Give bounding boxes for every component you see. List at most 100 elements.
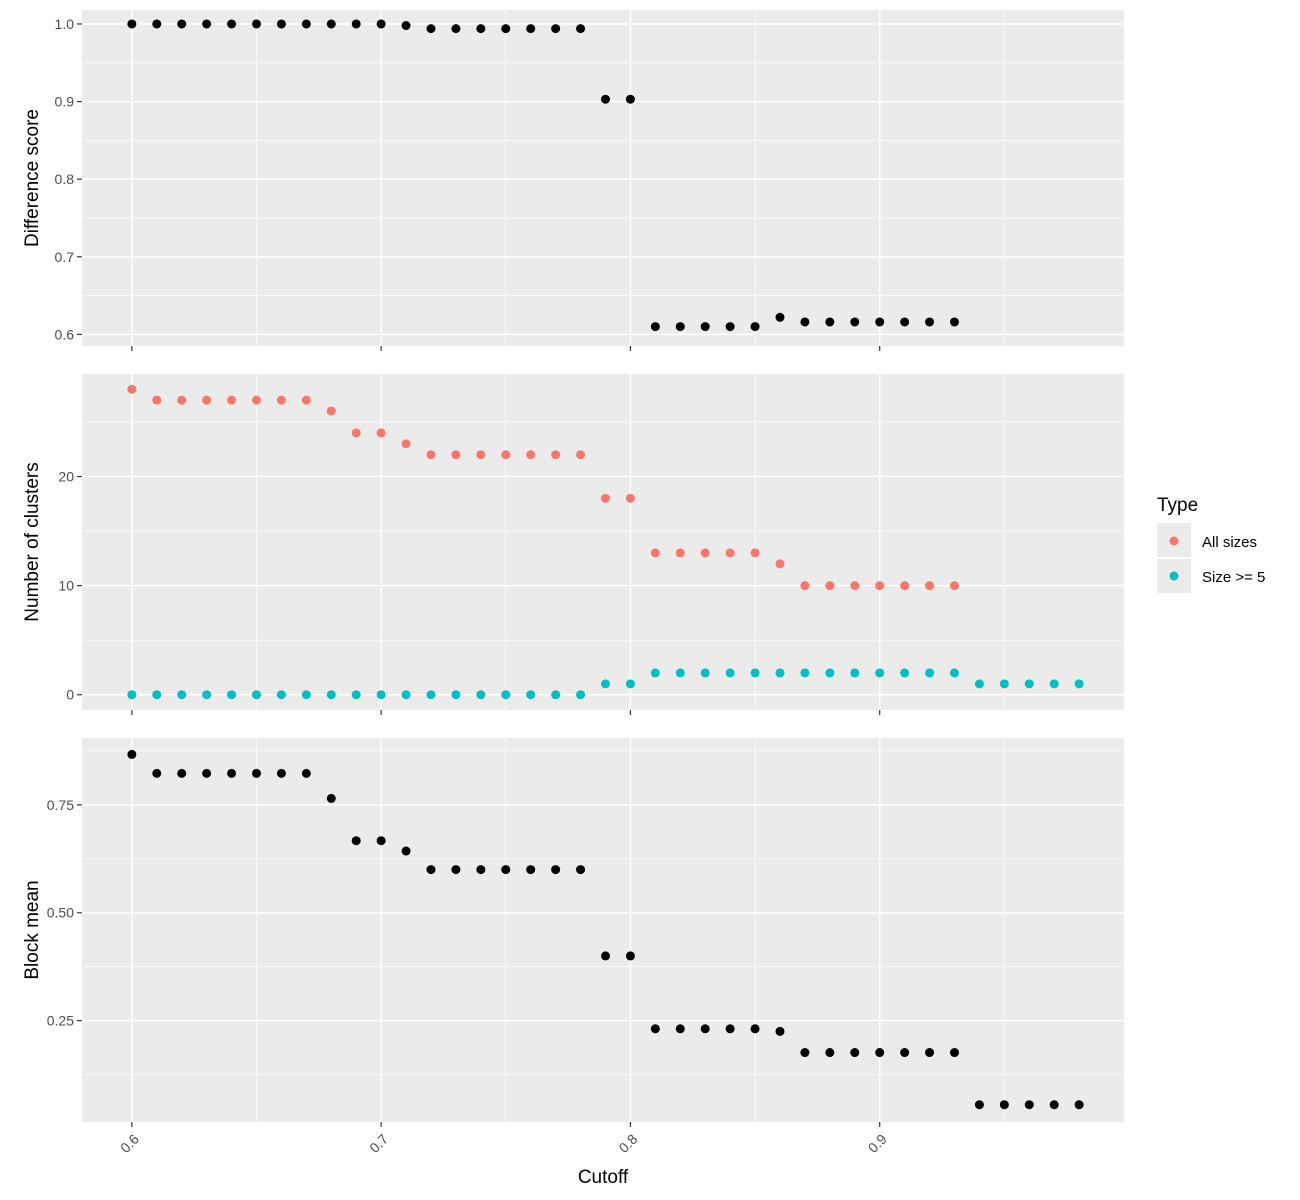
panel-background [82, 10, 1124, 346]
y-tick-label: 10 [58, 578, 74, 594]
series-2 [127, 668, 1084, 700]
data-point [426, 865, 436, 875]
data-point [600, 493, 610, 503]
data-point [351, 428, 361, 438]
data-point [526, 865, 536, 875]
data-point [501, 450, 511, 460]
data-point [476, 450, 486, 460]
data-point [900, 668, 910, 678]
data-point [301, 19, 311, 29]
data-point [725, 322, 735, 332]
data-point [351, 690, 361, 700]
y-axis-title: Difference score [22, 109, 43, 247]
legend-key-size5 [1169, 571, 1179, 581]
data-point [825, 317, 835, 327]
data-point [251, 768, 261, 778]
data-point [276, 19, 286, 29]
data-point [600, 94, 610, 104]
data-point [725, 548, 735, 558]
data-point [675, 1024, 685, 1034]
panel-3: 0.25 0.50 0.75 Block mean [22, 738, 1124, 1127]
x-axis: 0.6 0.7 0.8 0.9 [117, 1131, 890, 1156]
data-point [1074, 679, 1084, 689]
data-point [251, 690, 261, 700]
data-point [875, 317, 885, 327]
data-point [127, 19, 137, 29]
data-point [650, 1024, 660, 1034]
data-point [625, 493, 635, 503]
y-tick-label: 0.6 [55, 326, 75, 342]
data-point [850, 317, 860, 327]
data-point [202, 19, 212, 29]
y-tick-label: 0.25 [47, 1013, 74, 1029]
data-point [526, 24, 536, 34]
data-point [476, 690, 486, 700]
data-point [351, 19, 361, 29]
data-point [974, 679, 984, 689]
data-point [800, 581, 810, 591]
data-point [875, 1048, 885, 1058]
data-point [177, 19, 187, 29]
data-point [351, 836, 361, 846]
data-point [501, 865, 511, 875]
data-point [551, 690, 561, 700]
series-1 [127, 19, 959, 332]
data-point [600, 679, 610, 689]
data-point [925, 1048, 935, 1058]
data-point [900, 317, 910, 327]
data-point [900, 1048, 910, 1058]
panel-background [82, 738, 1124, 1122]
data-point [675, 668, 685, 678]
data-point [650, 668, 660, 678]
data-point [276, 690, 286, 700]
data-point [326, 793, 336, 803]
y-axis-title: Number of clusters [22, 462, 43, 621]
data-point [750, 668, 760, 678]
y-tick-label: 0 [66, 687, 74, 703]
y-tick-label: 0.75 [47, 797, 74, 813]
data-point [476, 865, 486, 875]
data-point [426, 690, 436, 700]
data-point [227, 19, 237, 29]
data-point [526, 690, 536, 700]
data-point [551, 24, 561, 34]
data-point [675, 322, 685, 332]
data-point [800, 317, 810, 327]
panel-2: 0 10 20 Number of clusters [22, 374, 1124, 715]
data-point [625, 94, 635, 104]
data-point [501, 690, 511, 700]
data-point [326, 690, 336, 700]
data-point [900, 581, 910, 591]
data-point [576, 450, 586, 460]
data-point [850, 581, 860, 591]
data-point [177, 768, 187, 778]
data-point [875, 668, 885, 678]
data-point [326, 406, 336, 416]
data-point [227, 395, 237, 405]
data-point [401, 21, 411, 31]
data-point [251, 395, 261, 405]
data-point [775, 1026, 785, 1036]
data-point [700, 322, 710, 332]
data-point [152, 395, 162, 405]
data-point [301, 395, 311, 405]
data-point [999, 1100, 1009, 1110]
data-point [974, 1100, 984, 1110]
y-tick-label: 0.9 [55, 94, 75, 110]
data-point [476, 24, 486, 34]
data-point [1074, 1100, 1084, 1110]
data-point [775, 312, 785, 322]
data-point [775, 668, 785, 678]
data-point [451, 865, 461, 875]
y-tick-label: 0.50 [47, 905, 74, 921]
data-point [276, 395, 286, 405]
y-tick-label: 0.8 [55, 171, 75, 187]
panels-layer: 0.6 0.7 0.8 0.9 1.0 Difference score 0 10 20 Numb… [22, 10, 1124, 1127]
data-point [925, 317, 935, 327]
data-point [426, 24, 436, 34]
data-point [551, 450, 561, 460]
data-point [576, 24, 586, 34]
data-point [301, 768, 311, 778]
data-point [202, 395, 212, 405]
